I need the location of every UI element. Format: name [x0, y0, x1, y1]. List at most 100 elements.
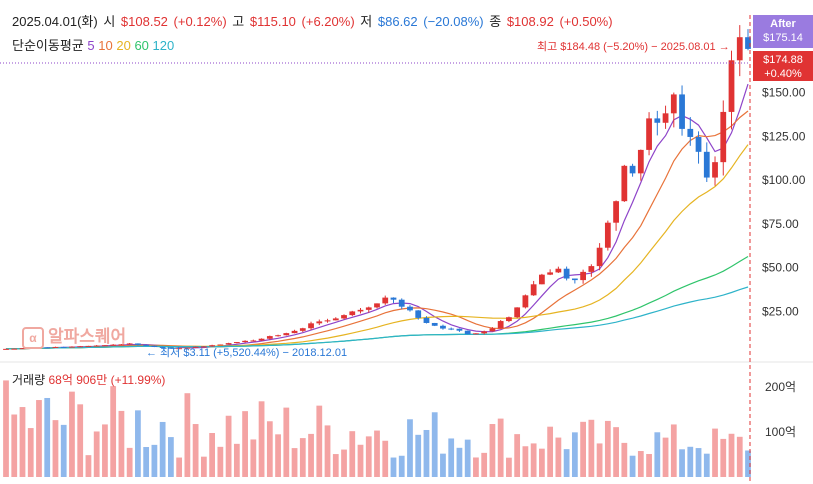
candle-body [703, 151, 710, 178]
volume-bar [712, 428, 718, 477]
volume-bar [464, 439, 471, 477]
candle-body [604, 222, 611, 248]
volume-bar [299, 438, 306, 477]
open-value: $108.52 [120, 14, 168, 29]
candle-body [118, 344, 125, 346]
candle-body [539, 274, 545, 285]
candle-body [126, 343, 133, 345]
candle-body [736, 37, 743, 61]
candle-body [473, 333, 479, 335]
volume-bar [44, 397, 51, 477]
candle-body [135, 343, 141, 345]
volume-bar [613, 427, 619, 477]
volume-bar [431, 412, 438, 477]
candle-body [382, 297, 389, 304]
volume-bar [192, 424, 199, 477]
volume-header: 거래량 68억 906만 (+11.99%) [12, 371, 165, 388]
candle-body [151, 345, 158, 347]
candle-body [3, 348, 9, 350]
candle-body [332, 318, 339, 321]
volume-bar [547, 426, 554, 477]
volume-bar [233, 443, 240, 477]
ma-legend[interactable]: 단순이동평균 5 10 20 60 120 [12, 35, 174, 54]
volume-bar [3, 380, 9, 477]
volume-bar [365, 436, 372, 477]
volume-bar [19, 407, 26, 477]
volume-change: (+11.99%) [110, 373, 166, 387]
ma-5-line [5, 83, 749, 350]
candle-body [720, 111, 727, 163]
candle-body [448, 328, 455, 330]
volume-bar [580, 421, 586, 477]
low-label: 저 [360, 14, 373, 29]
volume-bar [283, 407, 290, 477]
watermark-logo: α 알파스퀘어 [22, 322, 126, 349]
price-tick-label: $75.00 [762, 217, 799, 231]
volume-bar [135, 410, 141, 477]
candle-body [93, 345, 100, 347]
candle-body [398, 299, 405, 307]
candle-body [110, 344, 117, 346]
volume-bar [555, 437, 562, 477]
volume-bar [374, 430, 380, 477]
candle-body [275, 335, 281, 337]
volume-bar [349, 431, 356, 477]
candle-body [316, 321, 323, 324]
candle-body [365, 307, 372, 310]
volume-bar [646, 454, 652, 477]
volume-bar [637, 451, 644, 477]
candle-body [258, 338, 265, 341]
candle-body [621, 165, 628, 202]
volume-bar [514, 434, 521, 477]
candle-body [11, 348, 18, 350]
after-price: $175.14 [763, 32, 803, 44]
volume-bar [497, 418, 504, 477]
candle-body [530, 284, 537, 296]
candle-body [233, 342, 240, 344]
volume-bar [670, 424, 677, 477]
low-annotation: ← 최저 $3.11 (+5,520.44%) − 2018.12.01 [146, 346, 347, 359]
candle-body [580, 271, 586, 281]
volume-bar [225, 415, 232, 477]
candle-body [217, 344, 224, 346]
volume-bar [720, 438, 727, 477]
candle-body [506, 317, 512, 322]
candle-body [571, 278, 578, 281]
candle-body [637, 149, 644, 174]
candle-body [415, 310, 422, 318]
volume-bar [36, 400, 42, 477]
volume-bar [332, 454, 339, 477]
ma-legend-label: 단순이동평균 [12, 38, 84, 53]
volume-bar [481, 452, 488, 477]
candle-body [695, 136, 702, 152]
volume-bar [143, 447, 150, 477]
volume-bar [93, 431, 100, 477]
volume-bar [110, 386, 117, 477]
date-label: 2025.04.01(화) [12, 14, 98, 29]
volume-bar [184, 393, 191, 477]
volume-bar [324, 425, 331, 477]
candle-body [143, 344, 150, 346]
candle-body [514, 307, 521, 318]
volume-bar [539, 448, 545, 477]
candle-body [85, 345, 92, 347]
watermark-text: 알파스퀘어 [48, 327, 127, 346]
candle-body [184, 347, 191, 349]
candle-body [563, 268, 570, 279]
candle-body [242, 340, 248, 343]
volume-bar [745, 450, 751, 477]
ma-5-label: 5 [87, 38, 95, 53]
volume-bar [291, 448, 298, 477]
ohlc-header: 2025.04.01(화) 시 $108.52 (+0.12%) 고 $115.… [12, 11, 615, 30]
volume-label: 거래량 [12, 373, 46, 387]
volume-bar [588, 419, 595, 477]
candle-body [547, 272, 554, 275]
candle-body [374, 303, 380, 308]
candle-body [629, 165, 636, 174]
candle-body [555, 268, 562, 273]
volume-bar [11, 414, 18, 477]
volume-bar [258, 401, 265, 477]
volume-bar [316, 405, 323, 477]
volume-bar [571, 432, 578, 477]
